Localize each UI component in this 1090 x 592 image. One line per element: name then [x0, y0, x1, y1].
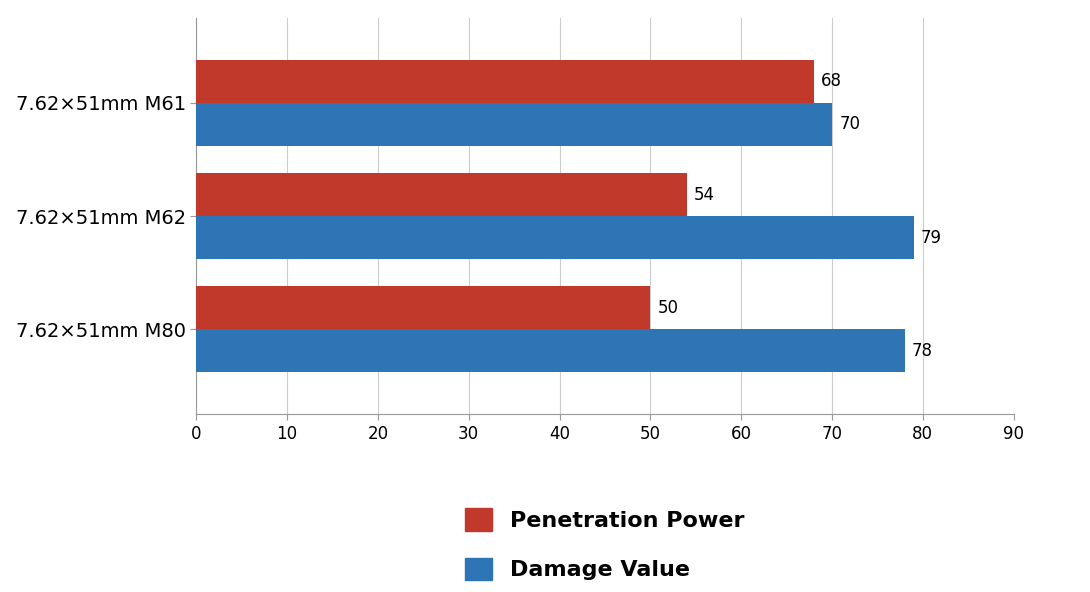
Legend: Penetration Power, Damage Value: Penetration Power, Damage Value — [455, 497, 755, 591]
Text: 54: 54 — [694, 185, 715, 204]
Bar — [196, 287, 651, 329]
Text: 70: 70 — [839, 115, 860, 133]
Text: 79: 79 — [921, 229, 942, 247]
Text: 50: 50 — [657, 299, 679, 317]
Bar — [196, 103, 832, 146]
Bar — [196, 329, 905, 372]
Bar — [196, 60, 814, 103]
Bar — [196, 216, 913, 259]
Text: 78: 78 — [912, 342, 933, 360]
Bar — [196, 173, 687, 216]
Text: 68: 68 — [821, 72, 843, 90]
